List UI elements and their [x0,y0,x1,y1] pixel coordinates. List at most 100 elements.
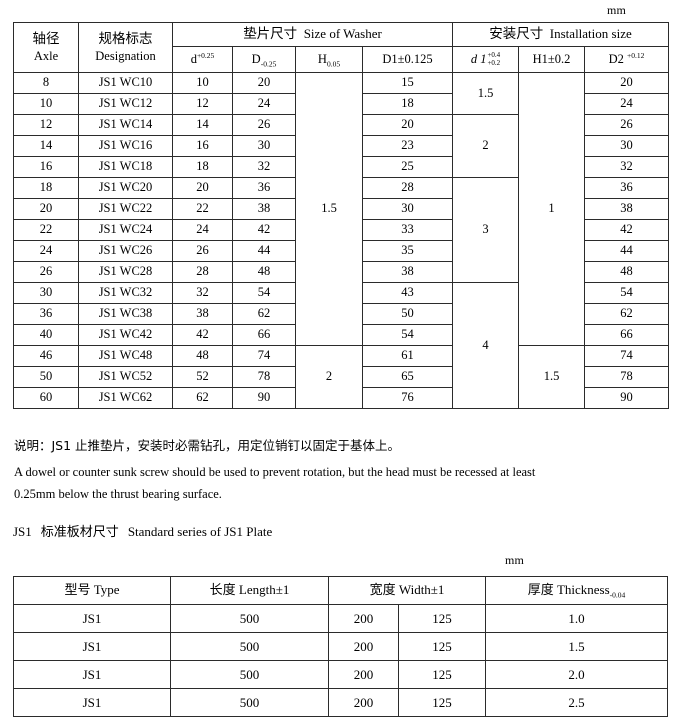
washer-specification-table: 轴径 Axle 规格标志 Designation 垫片尺寸 Size of Washer… [13,22,670,409]
unit-label-plate: mm [505,553,525,567]
table-row: 40 JS1 WC42 42 66 54 66 [13,324,670,346]
cell-axle: 50 [13,366,79,388]
cell-D: 20 [232,72,296,94]
cell-designation: JS1 WC26 [78,240,173,262]
cell-width-a: 200 [328,604,399,633]
cell-H: 2 [295,345,363,409]
cell-D2: 20 [584,72,670,94]
cell-D: 44 [232,240,296,262]
cell-D1: 23 [361,135,454,157]
note-english-line2: 0.25mm below the thrust bearing surface. [14,487,222,501]
cell-D2: 48 [584,261,670,283]
cell-d: 20 [172,177,233,199]
cell-D2: 42 [584,219,670,241]
cell-d: 22 [172,198,233,220]
cell-D: 90 [232,387,296,409]
cell-length: 500 [170,632,329,661]
cell-designation: JS1 WC18 [78,156,173,178]
cell-designation: JS1 WC16 [78,135,173,157]
cell-axle: 30 [13,282,79,304]
cell-type: JS1 [13,632,171,661]
cell-designation: JS1 WC10 [78,72,173,94]
cell-d: 12 [172,93,233,115]
cell-axle: 22 [13,219,79,241]
cell-D1: 76 [361,387,454,409]
cell-D: 74 [232,345,296,367]
table-row: 14 JS1 WC16 16 30 23 30 [13,135,670,157]
cell-length: 500 [170,660,329,689]
cell-D1: 30 [361,198,454,220]
cell-length: 500 [170,688,329,717]
cell-type: JS1 [13,604,171,633]
header-H: H0.05 [295,46,363,73]
cell-D: 26 [232,114,296,136]
cell-thickness: 2.5 [485,688,668,717]
cell-width-a: 200 [328,632,399,661]
cell-designation: JS1 WC62 [78,387,173,409]
cell-D2: 44 [584,240,670,262]
cell-D1: 28 [361,177,454,199]
cell-axle: 20 [13,198,79,220]
table-row: 8 JS1 WC10 10 20 1.5 15 1.5 1 20 [13,72,670,346]
cell-D1: 65 [361,366,454,388]
cell-D2: 26 [584,114,670,136]
cell-axle: 14 [13,135,79,157]
header-designation-cn: 规格标志 [98,31,153,48]
header-length: 长度 Length±1 [170,576,329,605]
cell-D2: 24 [584,93,670,115]
cell-D2: 74 [584,345,670,367]
header-d1: d 1+0.4 +0.2 [452,46,520,73]
table-row: 10 JS1 WC12 12 24 18 24 [13,93,670,115]
cell-designation: JS1 WC32 [78,282,173,304]
cell-d: 16 [172,135,233,157]
cell-axle: 10 [13,93,79,115]
header-width: 宽度 Width±1 [328,576,486,605]
cell-D: 42 [232,219,296,241]
cell-D1: 20 [361,114,454,136]
cell-designation: JS1 WC28 [78,261,173,283]
cell-axle: 18 [13,177,79,199]
cell-width-b: 125 [398,632,486,661]
cell-H1: 1.5 [518,345,586,409]
cell-D1: 50 [361,303,454,325]
cell-width-a: 200 [328,688,399,717]
header-D2: D2 +0.12 [584,46,670,73]
cell-D1: 18 [361,93,454,115]
header-H1: H1±0.2 [518,46,586,73]
header-group-washer: 垫片尺寸 Size of Washer [171,22,454,47]
cell-D1: 38 [361,261,454,283]
table-row: 24 JS1 WC26 26 44 35 44 [13,240,670,262]
table-row: JS1 500 200 125 1.5 [13,632,668,661]
cell-d1: 2 [452,114,520,178]
cell-designation: JS1 WC42 [78,324,173,346]
cell-d: 10 [172,72,233,94]
cell-D1: 15 [361,72,454,94]
cell-d1: 1.5 [452,72,520,115]
cell-width-b: 125 [398,604,486,633]
cell-d: 28 [172,261,233,283]
cell-D2: 62 [584,303,670,325]
cell-width-a: 200 [328,660,399,689]
header-designation-en: Designation [95,48,156,63]
cell-d: 48 [172,345,233,367]
table-row: JS1 500 200 125 1.0 [13,604,668,633]
header-d: d+0.25 [172,46,233,73]
cell-D1: 25 [361,156,454,178]
cell-axle: 24 [13,240,79,262]
cell-D1: 61 [361,345,454,367]
cell-thickness: 1.0 [485,604,668,633]
cell-width-b: 125 [398,688,486,717]
cell-d: 52 [172,366,233,388]
cell-D: 54 [232,282,296,304]
cell-axle: 16 [13,156,79,178]
cell-designation: JS1 WC52 [78,366,173,388]
plate-heading-code: JS1 [13,524,32,539]
cell-D2: 90 [584,387,670,409]
cell-designation: JS1 WC12 [78,93,173,115]
cell-D2: 38 [584,198,670,220]
cell-d: 24 [172,219,233,241]
cell-axle: 36 [13,303,79,325]
cell-D: 24 [232,93,296,115]
cell-D: 30 [232,135,296,157]
plate-section-heading: JS1 标准板材尺寸 Standard series of JS1 Plate [13,521,272,540]
